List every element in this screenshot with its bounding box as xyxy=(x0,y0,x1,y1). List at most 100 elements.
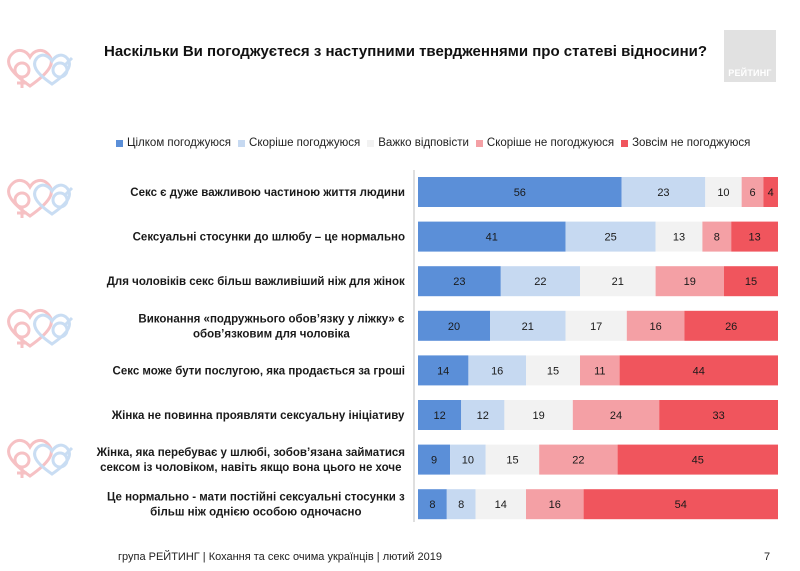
data-label: 8 xyxy=(458,499,464,511)
legend-item: Цілком погоджуюся xyxy=(116,137,231,149)
logo-text: РЕЙТИНГ xyxy=(728,68,772,78)
bar-segment xyxy=(450,444,486,475)
bar-segment xyxy=(655,266,724,297)
bar-segment xyxy=(741,177,764,207)
data-label: 11 xyxy=(594,365,605,377)
bar-segment xyxy=(468,355,526,386)
bar-segment xyxy=(418,489,447,520)
bar-segment xyxy=(621,177,706,207)
data-label: 14 xyxy=(437,365,449,377)
data-label: 25 xyxy=(604,232,616,244)
category-label: Секс є дуже важливою частиною життя люди… xyxy=(130,187,405,199)
data-label: 41 xyxy=(486,232,498,244)
bar-segment xyxy=(418,310,490,341)
chart-legend: Цілком погоджуюся Скоріше погоджуюся Важ… xyxy=(116,136,757,150)
bar-segment xyxy=(572,400,660,430)
category-label: Жінка, яка перебуває у шлюбі, зобов’язан… xyxy=(96,447,405,474)
rating-logo: РЕЙТИНГ xyxy=(724,30,776,82)
data-label: 6 xyxy=(749,187,755,199)
bar-segment xyxy=(485,444,540,475)
category-label: Сексуальні стосунки до шлюбу – це нормал… xyxy=(133,232,405,244)
data-label: 13 xyxy=(748,232,760,244)
data-label: 44 xyxy=(693,365,705,377)
bar-segment xyxy=(580,355,620,386)
page-title: Наскільки Ви погоджуєтеся з наступними т… xyxy=(104,43,708,60)
data-label: 33 xyxy=(712,410,724,422)
data-label: 13 xyxy=(673,232,685,244)
decorative-hearts-icon xyxy=(7,48,74,480)
legend-swatch xyxy=(116,139,123,147)
bar-segment xyxy=(446,489,476,520)
data-label: 10 xyxy=(717,187,729,199)
data-label: 22 xyxy=(534,276,546,288)
legend-swatch xyxy=(621,139,629,147)
bar-segment xyxy=(418,444,451,475)
data-label: 19 xyxy=(684,276,696,288)
data-label: 21 xyxy=(522,321,534,333)
data-label: 16 xyxy=(549,499,561,511)
legend-swatch xyxy=(238,139,246,147)
footer-source: група РЕЙТИНГ | Кохання та секс очима ук… xyxy=(118,551,442,563)
bar-segment xyxy=(619,355,778,386)
data-label: 45 xyxy=(692,455,704,467)
bar-segment xyxy=(659,400,778,430)
category-label: Секс може бути послугою, яка продається … xyxy=(113,365,405,377)
bar-segment xyxy=(655,221,703,252)
category-label: Жінка не повинна проявляти сексуальну ін… xyxy=(111,410,405,422)
legend-label: Скоріше погоджуюся xyxy=(249,137,361,149)
category-label: Виконання «подружнього обов’язку у ліжку… xyxy=(138,313,405,340)
legend-item: Важко відповісти xyxy=(367,137,469,149)
category-label: Це нормально - мати постійні сексуальні … xyxy=(107,492,405,519)
data-label: 24 xyxy=(610,410,622,422)
bar-segment xyxy=(580,266,656,297)
legend-item: Скоріше погоджуюся xyxy=(238,137,360,149)
data-label: 15 xyxy=(506,455,518,467)
bar-segment xyxy=(526,355,580,386)
bar-segment xyxy=(539,444,618,475)
bar-segment xyxy=(617,444,778,475)
data-label: 10 xyxy=(462,455,474,467)
legend-label: Скоріше не погоджуюся xyxy=(486,137,615,149)
data-label: 9 xyxy=(431,455,437,467)
bar-segment xyxy=(418,177,622,207)
legend-item: Скоріше не погоджуюся xyxy=(475,137,615,149)
data-label: 16 xyxy=(649,321,661,333)
legend-swatch xyxy=(367,139,375,147)
bar-segment xyxy=(731,221,778,252)
bar-segment xyxy=(475,489,526,520)
data-label: 21 xyxy=(612,276,624,288)
bar-segment xyxy=(526,489,584,520)
bar-segment xyxy=(565,310,627,341)
bar-segment xyxy=(583,489,778,520)
data-label: 15 xyxy=(547,365,559,377)
bar-segment xyxy=(490,310,566,341)
bar-segment xyxy=(418,355,469,386)
data-label: 8 xyxy=(429,499,435,511)
data-label: 23 xyxy=(453,276,465,288)
bar-segment xyxy=(684,310,778,341)
category-label: Для чоловіків секс більш важливіший ніж … xyxy=(107,276,405,288)
bar-segment xyxy=(724,266,778,297)
bar-segment xyxy=(418,266,501,297)
data-label: 17 xyxy=(590,321,602,333)
bar-segment xyxy=(418,400,462,430)
data-label: 22 xyxy=(572,455,584,467)
data-label: 26 xyxy=(725,321,737,333)
bar-segment xyxy=(504,400,573,430)
legend-item: Зовсім не погоджуюся xyxy=(621,137,750,149)
data-label: 15 xyxy=(745,276,757,288)
data-label: 19 xyxy=(532,410,544,422)
data-label: 16 xyxy=(491,365,503,377)
bar-segment xyxy=(626,310,685,341)
data-label: 20 xyxy=(448,321,460,333)
bar-segment xyxy=(705,177,742,207)
bar-segment xyxy=(461,400,505,430)
legend-label: Важко відповісти xyxy=(378,137,469,149)
bar-segment xyxy=(565,221,656,252)
data-label: 56 xyxy=(514,187,526,199)
data-label: 23 xyxy=(657,187,669,199)
bar-segment xyxy=(763,177,778,207)
bar-segment xyxy=(418,221,566,252)
bar-segment xyxy=(702,221,732,252)
